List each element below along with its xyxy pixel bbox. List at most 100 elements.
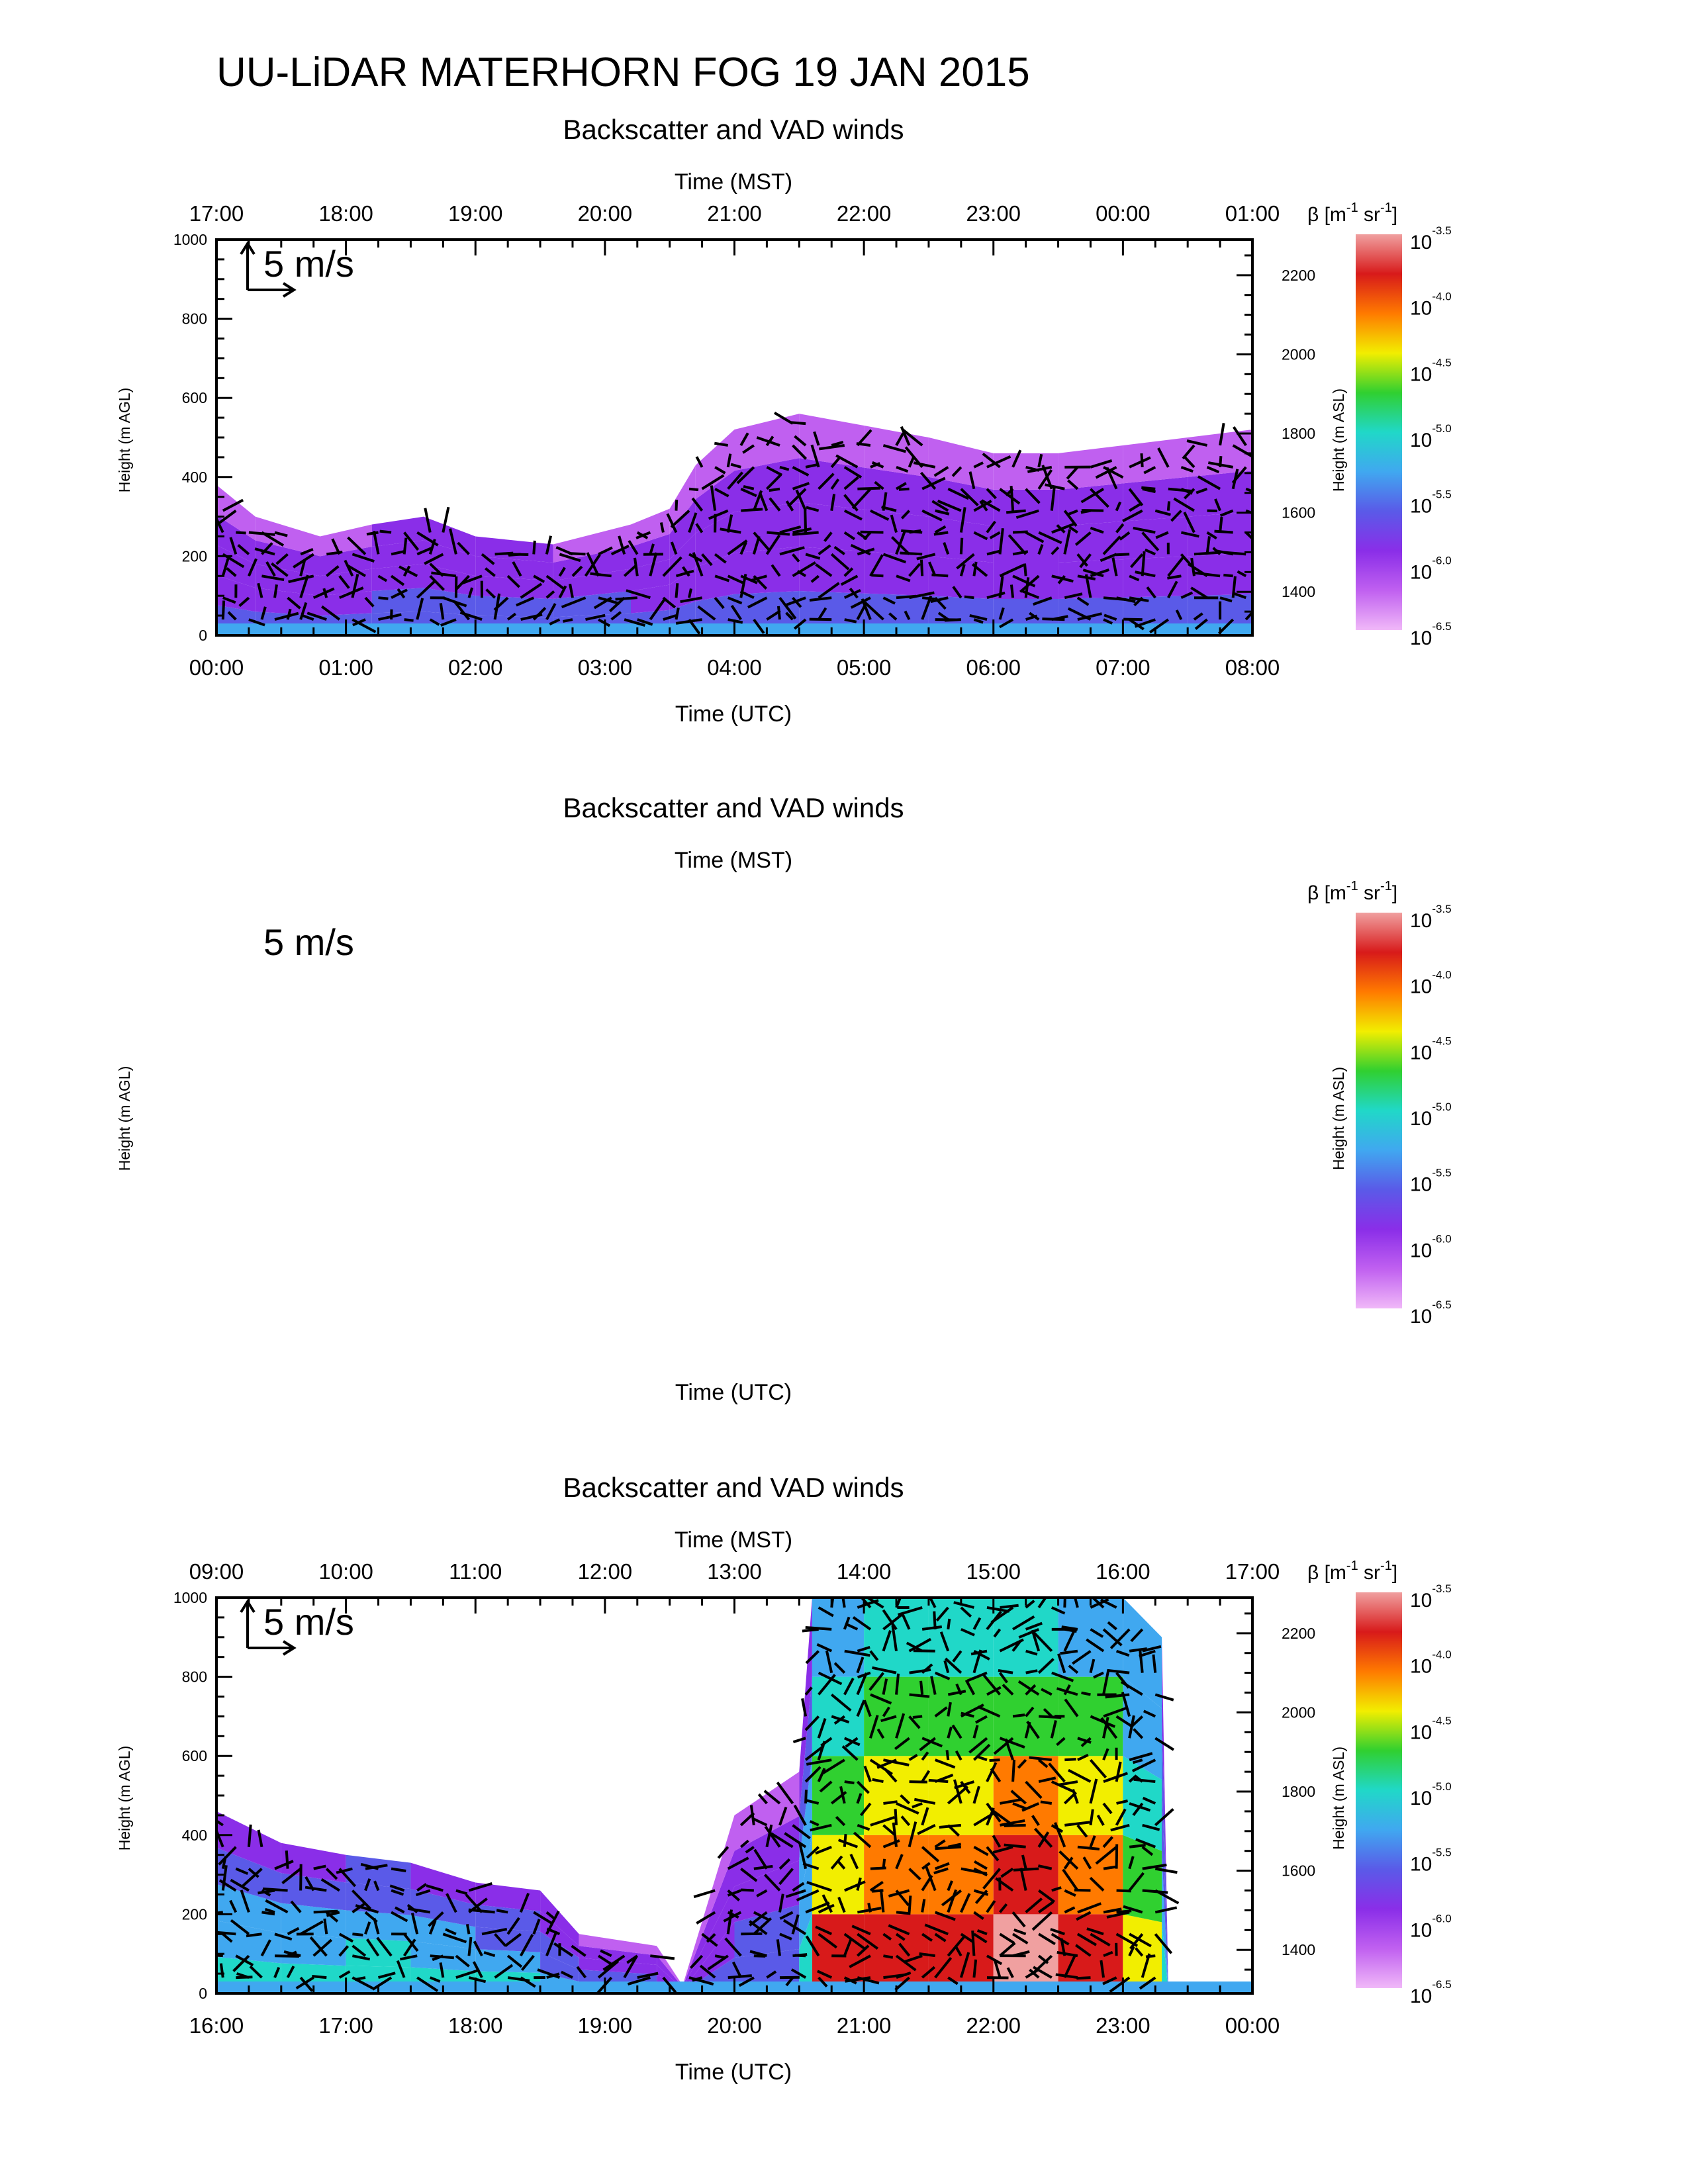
wind-vector <box>675 500 679 511</box>
wind-vector <box>283 1950 301 1958</box>
wind-vector <box>453 600 471 621</box>
wind-vector <box>242 1868 263 1888</box>
wind-vector <box>1064 592 1083 600</box>
wind-vector <box>520 1976 536 1988</box>
wind-vector <box>688 487 699 492</box>
left-tick-label: 0 <box>199 627 207 644</box>
wind-vector <box>740 574 758 584</box>
wind-vector <box>1223 573 1233 578</box>
wind-vector <box>817 607 827 621</box>
wind-vector <box>1063 1598 1066 1608</box>
wind-vector <box>1116 596 1136 604</box>
wind-vector <box>597 1960 620 1979</box>
left-tick-label: 800 <box>182 1668 207 1686</box>
wind-vector <box>731 1961 743 1978</box>
wind-vector <box>933 1611 937 1629</box>
wind-vector <box>898 1942 911 1957</box>
wind-vector <box>403 531 420 551</box>
wind-scale-label: 5 m/s <box>263 243 354 285</box>
wind-vector <box>352 618 377 633</box>
wind-vector <box>830 494 836 511</box>
wind-vector <box>1019 574 1040 593</box>
wind-vector <box>1155 531 1169 539</box>
wind-vector <box>576 1966 587 1979</box>
wind-vector <box>1032 1631 1053 1653</box>
wind-vector <box>1019 1868 1027 1891</box>
wind-vector <box>442 506 450 533</box>
wind-vector <box>823 531 833 543</box>
wind-vectors <box>216 1598 1180 1993</box>
wind-vector <box>416 1883 428 1892</box>
wind-vector <box>545 1931 558 1956</box>
wind-vector <box>916 553 936 561</box>
wind-vector <box>262 1888 288 1892</box>
backscatter-cell <box>695 430 735 500</box>
wind-vector <box>299 602 308 620</box>
wind-vector <box>376 1936 393 1957</box>
wind-vector <box>615 596 637 601</box>
wind-vector <box>792 561 816 578</box>
wind-vector <box>793 618 807 630</box>
wind-vector <box>1154 1737 1175 1751</box>
wind-vector <box>230 1919 250 1935</box>
wind-vector <box>753 1864 773 1870</box>
wind-vector <box>299 559 306 576</box>
wind-vector <box>825 1650 833 1674</box>
wind-scale-arrow: 5 m/s <box>263 1601 354 1643</box>
wind-vector <box>455 1889 468 1895</box>
wind-vector <box>821 1894 833 1913</box>
wind-vector <box>919 1737 936 1752</box>
wind-vector <box>1100 553 1117 563</box>
wind-vector <box>998 576 1004 598</box>
wind-vector <box>1109 1976 1131 1993</box>
wind-vector <box>1012 1802 1027 1810</box>
wind-vector <box>346 564 366 578</box>
wind-vector <box>1142 1863 1167 1870</box>
wind-vector <box>545 603 557 621</box>
wind-vector <box>1134 618 1156 628</box>
wind-vector <box>802 1627 819 1633</box>
wind-vector <box>727 539 748 556</box>
wind-vector <box>921 477 946 490</box>
wind-vector <box>792 1737 806 1744</box>
wind-vector <box>504 1933 522 1948</box>
wind-vector <box>440 618 457 627</box>
wind-vector <box>864 601 884 621</box>
wind-vector <box>1135 570 1156 578</box>
colorbar-label: β [m-1 sr-1] <box>1307 879 1397 904</box>
wind-vector <box>1208 461 1234 469</box>
wind-vector <box>428 1911 444 1927</box>
wind-vector <box>706 1933 716 1943</box>
wind-vector <box>1093 1671 1104 1679</box>
wind-vector <box>1130 1628 1144 1643</box>
wind-vector <box>1029 1756 1052 1762</box>
scale-arrow-vertical <box>240 1599 256 1648</box>
wind-vector <box>295 1976 314 1990</box>
wind-vector <box>896 465 909 473</box>
wind-vector <box>1040 1800 1053 1805</box>
wind-vector <box>891 536 910 555</box>
wind-vector <box>973 531 988 541</box>
wind-vector <box>943 542 950 555</box>
wind-vector <box>796 1889 820 1901</box>
backscatter-field <box>216 1598 1252 1993</box>
wind-vector <box>598 1954 612 1966</box>
backscatter-cell <box>216 1920 281 1964</box>
right-y-axis-title: Height (m ASL) <box>1330 388 1347 492</box>
backscatter-cell <box>1058 1914 1123 1993</box>
wind-vector <box>336 1867 353 1874</box>
wind-vector <box>947 1726 953 1739</box>
wind-vector <box>553 1942 574 1957</box>
wind-vector <box>914 1797 936 1805</box>
wind-vector <box>1072 1789 1079 1804</box>
wind-vector <box>882 1858 886 1869</box>
colorbar-tick-label: 10-5.0 <box>1410 422 1452 451</box>
wind-vector <box>236 1972 250 1979</box>
backscatter-cell <box>669 533 696 585</box>
wind-vector <box>227 611 237 621</box>
backscatter-cell <box>1162 1780 1168 1991</box>
colorbar-tick-label: 10-6.5 <box>1410 1978 1452 2007</box>
wind-vector <box>961 1628 975 1637</box>
wind-vector <box>995 1877 1014 1892</box>
wind-vector <box>850 543 871 556</box>
